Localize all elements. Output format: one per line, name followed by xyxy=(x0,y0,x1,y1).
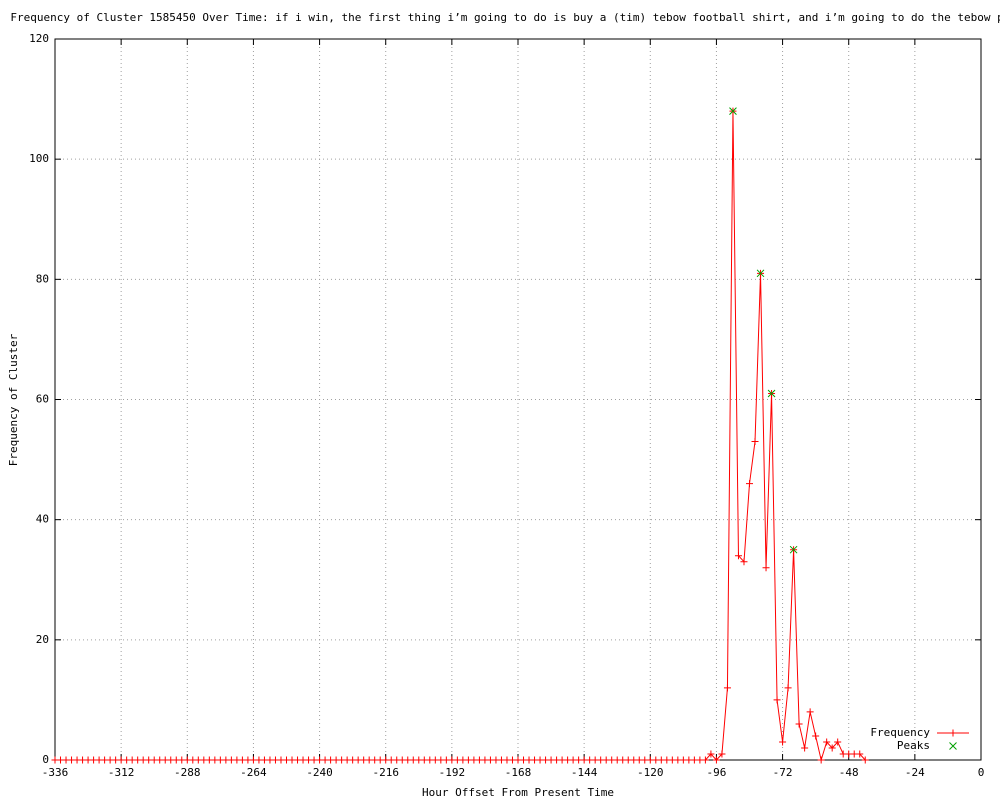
x-tick-label: -192 xyxy=(439,766,466,779)
data-point xyxy=(701,756,709,764)
y-tick-label: 20 xyxy=(36,633,49,646)
x-tick-label: -48 xyxy=(839,766,859,779)
data-point xyxy=(718,750,726,758)
data-point xyxy=(779,738,787,746)
data-point xyxy=(795,720,803,728)
legend-marker xyxy=(949,729,957,737)
data-point xyxy=(751,438,759,446)
x-tick-label: -216 xyxy=(372,766,399,779)
y-axis-label: Frequency of Cluster xyxy=(7,333,20,466)
data-point xyxy=(740,558,748,566)
data-point xyxy=(773,696,781,704)
legend-marker xyxy=(949,742,957,750)
data-point xyxy=(746,480,753,488)
data-point xyxy=(729,107,737,115)
data-point xyxy=(789,545,798,554)
chart-title: Frequency of Cluster 1585450 Over Time: … xyxy=(10,11,1000,24)
x-tick-label: -336 xyxy=(42,766,69,779)
x-tick-label: -168 xyxy=(505,766,532,779)
y-tick-label: 60 xyxy=(36,393,49,406)
x-tick-label: -144 xyxy=(571,766,598,779)
legend-label: Frequency xyxy=(870,726,930,739)
data-point xyxy=(817,756,825,764)
data-point xyxy=(734,552,742,560)
x-tick-label: -120 xyxy=(637,766,664,779)
x-tick-label: -312 xyxy=(108,766,135,779)
x-tick-label: -24 xyxy=(905,766,925,779)
data-point xyxy=(723,684,731,692)
x-axis-label: Hour Offset From Present Time xyxy=(422,786,614,799)
x-tick-label: -264 xyxy=(240,766,267,779)
data-point xyxy=(712,756,720,764)
x-tick-label: -240 xyxy=(306,766,333,779)
x-tick-label: -72 xyxy=(773,766,793,779)
data-point xyxy=(861,756,869,764)
data-point xyxy=(828,744,836,752)
data-point xyxy=(767,389,776,398)
x-tick-label: -96 xyxy=(706,766,726,779)
data-point xyxy=(762,564,770,572)
y-tick-label: 80 xyxy=(36,272,49,285)
data-point xyxy=(856,750,864,758)
y-tick-label: 0 xyxy=(42,753,49,766)
data-point xyxy=(812,732,820,740)
x-tick-label: -288 xyxy=(174,766,201,779)
data-point xyxy=(784,684,792,692)
y-tick-label: 40 xyxy=(36,513,49,526)
data-point xyxy=(707,750,715,758)
y-tick-label: 100 xyxy=(29,152,49,165)
data-point xyxy=(801,744,809,752)
data-point xyxy=(823,738,831,746)
data-point xyxy=(806,708,814,716)
legend-label: Peaks xyxy=(897,739,930,752)
data-point xyxy=(834,738,842,746)
x-tick-label: 0 xyxy=(978,766,985,779)
y-tick-label: 120 xyxy=(29,32,49,45)
data-point xyxy=(756,269,765,278)
